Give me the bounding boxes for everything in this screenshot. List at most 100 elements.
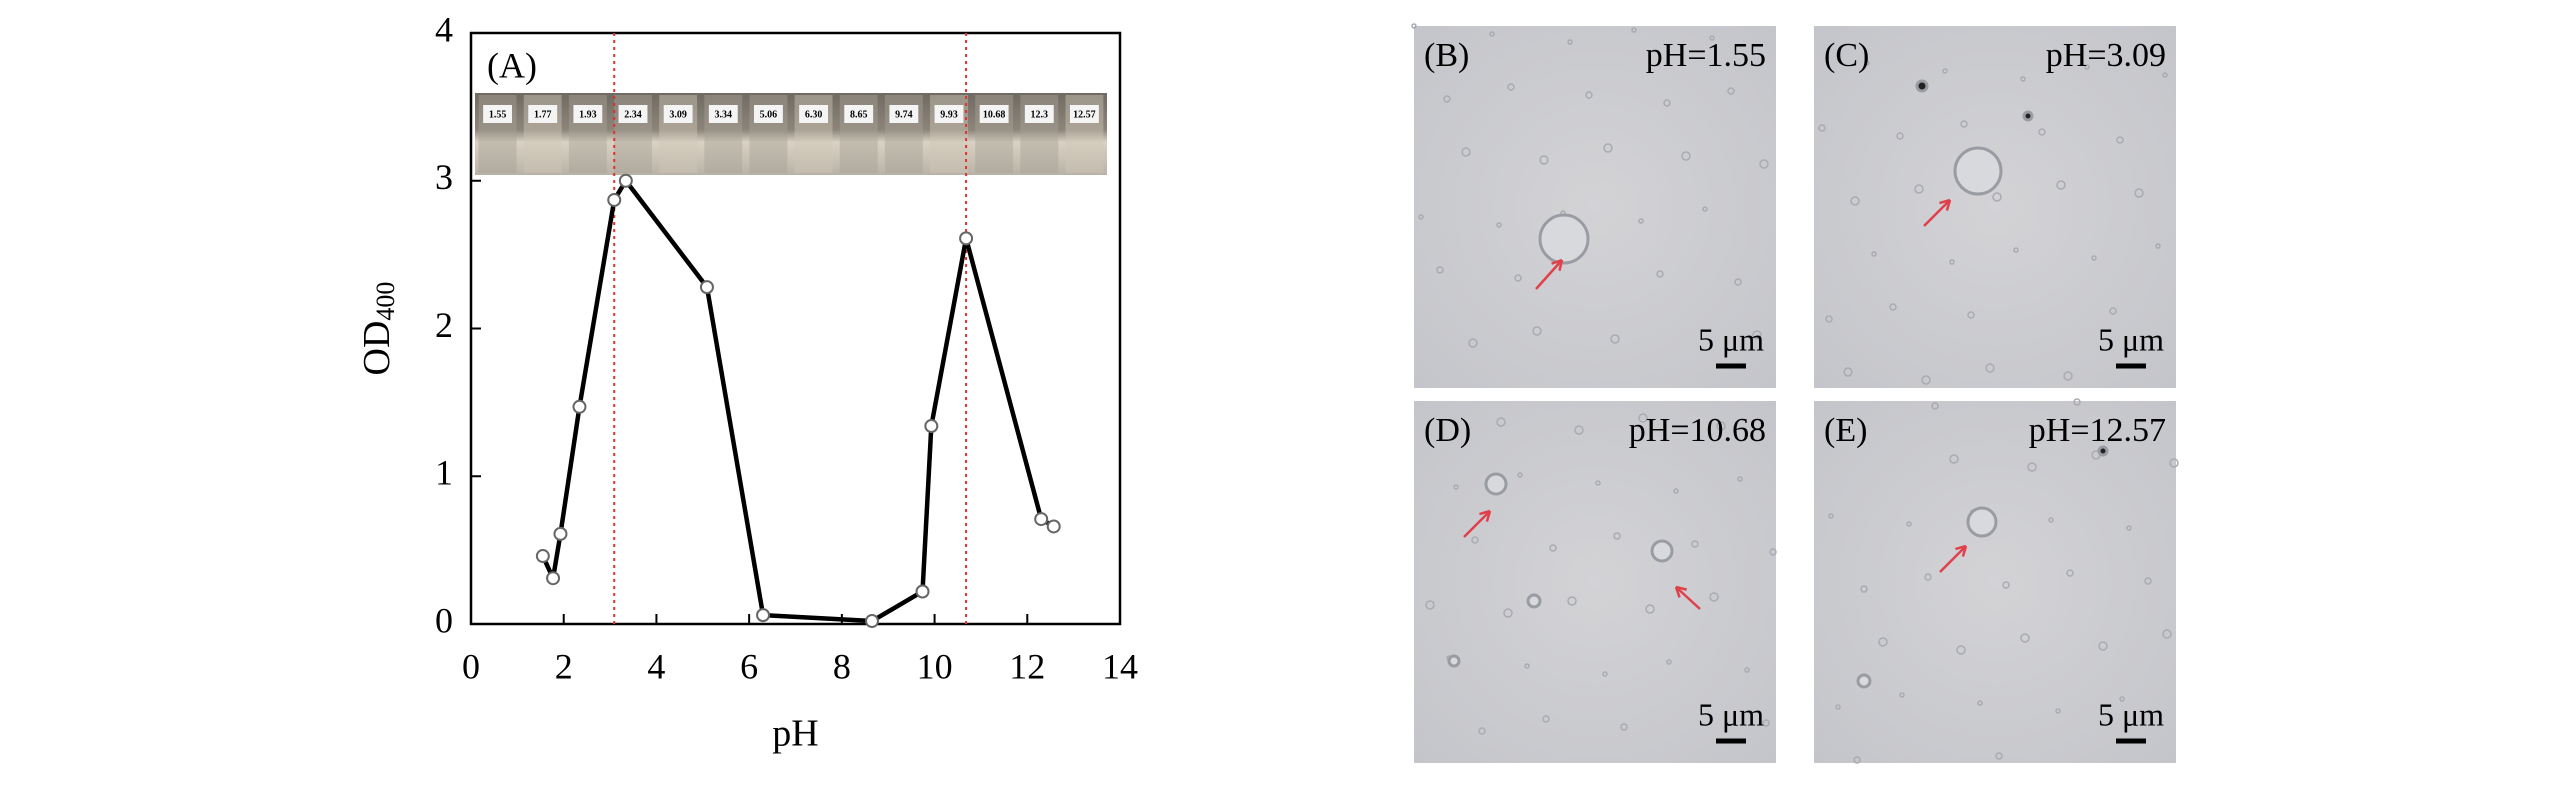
x-tick-label: 14 (1102, 646, 1138, 686)
speck (1681, 151, 1691, 161)
y-axis-label: OD400 (356, 282, 400, 376)
speck (1496, 222, 1502, 228)
tube-label: 12.3 (1031, 109, 1049, 120)
arrow-head (1479, 509, 1492, 522)
scale-label: 5 μm (1698, 696, 1764, 732)
speck (1443, 95, 1451, 103)
speck (2027, 462, 2037, 472)
speck (1603, 143, 1613, 153)
speck (2066, 569, 2074, 577)
data-point (1034, 512, 1049, 527)
x-tick-label: 10 (917, 646, 953, 686)
micrograph-image (1414, 26, 1776, 388)
speck (1931, 402, 1939, 410)
micrograph: (E) pH=12.57 5 μm (1814, 398, 2179, 764)
speck (1638, 413, 1648, 423)
y-tick-label: 3 (435, 157, 453, 197)
speck (1709, 592, 1719, 602)
tube-label: 2.34 (624, 109, 642, 120)
y-tick-label: 4 (435, 9, 453, 49)
arrow-head (1939, 198, 1952, 211)
y-tick-label: 2 (435, 305, 453, 345)
tube-label-box (1069, 105, 1099, 123)
speck (2116, 136, 2124, 144)
speck (1716, 421, 1726, 431)
cell (1856, 673, 1872, 689)
speck (1762, 719, 1770, 727)
speck (1425, 600, 1435, 610)
speck (1638, 218, 1644, 224)
data-point (607, 192, 622, 207)
micrograph-ph: pH=3.09 (2046, 37, 2166, 74)
tube-label: 9.74 (895, 109, 913, 120)
x-tick-label: 4 (647, 646, 665, 686)
micrograph: (B) pH=1.55 5 μm (1411, 23, 1776, 388)
speck (1871, 251, 1877, 257)
data-point (618, 173, 633, 188)
micrograph-label: (B) (1424, 37, 1469, 74)
speck (1734, 278, 1742, 286)
speck (1468, 338, 1478, 348)
micrograph-label: (E) (1824, 412, 1867, 449)
data-point (572, 399, 587, 414)
speck (1759, 159, 1769, 169)
speck (1631, 27, 1637, 33)
speck (1436, 266, 1444, 274)
data-point (535, 549, 550, 564)
speck (1853, 756, 1861, 764)
tube-label-box (663, 105, 693, 123)
tube-label-box (1024, 105, 1054, 123)
speck (1985, 363, 1995, 373)
tube-label-box (753, 105, 783, 123)
speck (1860, 585, 1868, 593)
speck (1942, 68, 1948, 74)
speck (1835, 704, 1841, 710)
cell (1953, 146, 2003, 196)
speck (1461, 147, 1471, 157)
scale-label: 5 μm (2098, 696, 2164, 732)
x-tick-label: 2 (555, 646, 573, 686)
speck (1574, 425, 1584, 435)
speck (1620, 723, 1628, 731)
scale-label: 5 μm (1698, 321, 1764, 357)
tube-label-box (708, 105, 738, 123)
speck (1514, 274, 1522, 282)
tube-label-box (934, 105, 964, 123)
speck (1850, 196, 1860, 206)
speck (1517, 472, 1523, 478)
speck (1818, 124, 1826, 132)
speck (1471, 536, 1479, 544)
speck (2055, 708, 2061, 714)
tube-label: 1.77 (534, 109, 552, 120)
speck (1924, 573, 1932, 581)
speck (1645, 604, 1655, 614)
tube-label: 3.09 (669, 109, 687, 120)
arrow (1535, 259, 1563, 290)
speck (1663, 99, 1671, 107)
speck (1418, 214, 1424, 220)
speck (2119, 696, 2125, 702)
micrograph: (C) pH=3.09 5 μm (1814, 26, 2176, 388)
data-point (546, 571, 561, 586)
cell (1447, 654, 1461, 668)
speck (1744, 667, 1750, 673)
micrograph-ph: pH=10.68 (1629, 412, 1766, 449)
speck (1889, 303, 1897, 311)
tube-label: 3.34 (715, 109, 733, 120)
micrograph-ph: pH=1.55 (1646, 37, 1766, 74)
speck (1878, 637, 1888, 647)
speck (1542, 715, 1550, 723)
cell (1650, 539, 1674, 563)
arrow (1675, 586, 1701, 610)
tube-label-box (979, 105, 1009, 123)
speck (2162, 72, 2168, 78)
speck (2002, 581, 2010, 589)
x-tick-label: 8 (833, 646, 851, 686)
cell (1526, 593, 1542, 609)
speck (1503, 608, 1513, 618)
tube-label-box (844, 105, 874, 123)
speck (1496, 417, 1506, 427)
speck (1610, 334, 1620, 344)
scale-label: 5 μm (2098, 321, 2164, 357)
micrograph-image (1814, 26, 2176, 388)
